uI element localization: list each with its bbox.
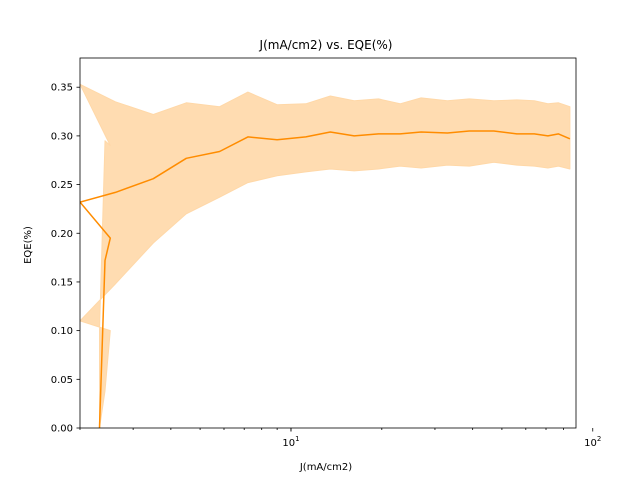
y-tick-label: 0.35 — [51, 83, 73, 94]
x-tick-label: 101 — [282, 435, 299, 449]
x-axis-label: J(mA/cm2) — [299, 462, 352, 473]
y-tick-label: 0.15 — [51, 277, 73, 288]
y-tick-label: 0.00 — [51, 424, 73, 435]
y-tick-label: 0.20 — [51, 229, 73, 240]
y-tick-label: 0.10 — [51, 326, 73, 337]
confidence-band — [80, 83, 571, 428]
y-tick-label: 0.05 — [51, 375, 73, 386]
chart-title: J(mA/cm2) vs. EQE(%) — [259, 38, 393, 52]
y-tick-label: 0.25 — [51, 180, 73, 191]
confidence-band-layer — [80, 83, 571, 428]
x-axis-ticks: 101 102 — [79, 428, 601, 449]
series-line-layer — [80, 130, 571, 428]
y-tick-label: 0.30 — [51, 131, 73, 142]
x-tick-label: 102 — [584, 435, 601, 449]
eqe-series-line — [80, 130, 571, 428]
axes-frame — [79, 57, 577, 429]
y-axis-ticks: 0.00 0.05 0.10 0.15 0.20 0.25 0.30 0.35 — [51, 83, 80, 435]
plot-area — [80, 83, 571, 428]
y-axis-label: EQE(%) — [23, 226, 34, 264]
